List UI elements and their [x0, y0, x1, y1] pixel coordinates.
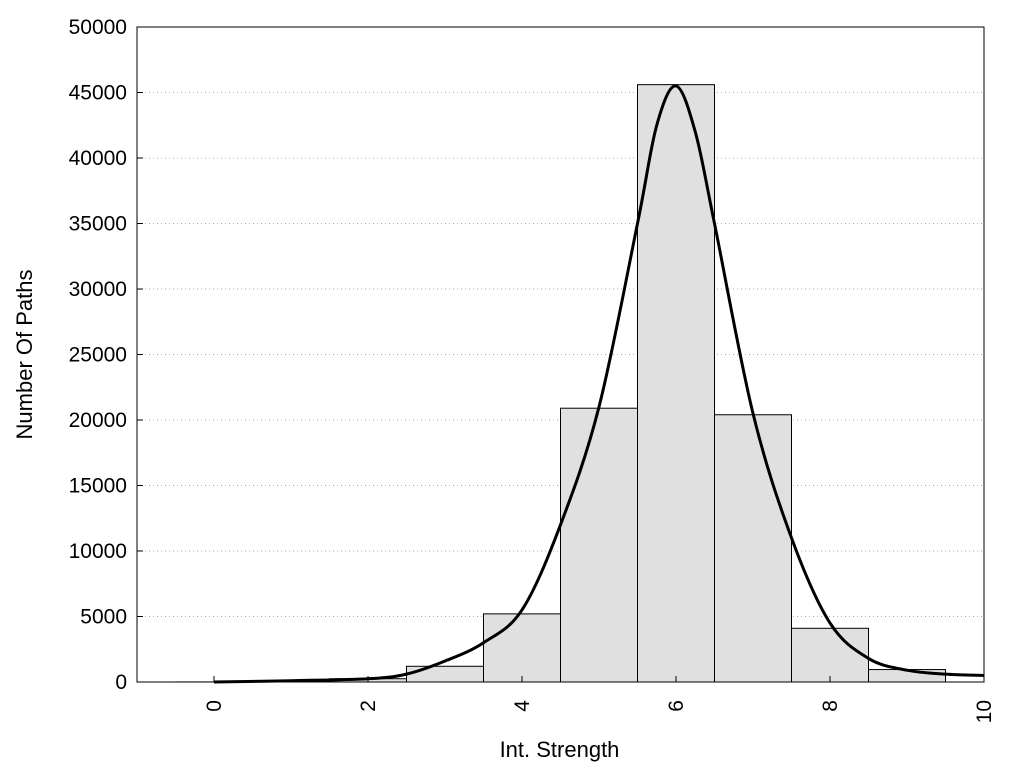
y-tick-label: 35000: [69, 213, 127, 236]
y-tick-label: 40000: [69, 147, 127, 170]
bar: [483, 613, 561, 683]
x-tick-label: 4: [511, 700, 534, 712]
x-tick-label: 8: [819, 700, 842, 712]
x-tick-label: 0: [203, 700, 226, 712]
x-axis-title: Int. Strength: [500, 737, 620, 762]
bar: [714, 414, 792, 683]
y-tick-label: 50000: [69, 16, 127, 39]
bar: [406, 665, 484, 683]
y-tick-label: 45000: [69, 82, 127, 105]
fit-curve: [213, 84, 985, 684]
y-tick-label: 20000: [69, 409, 127, 432]
y-tick-label: 15000: [69, 475, 127, 498]
x-tick-label: 2: [357, 700, 380, 712]
y-tick-label: 5000: [80, 606, 127, 629]
bar: [791, 627, 869, 683]
bar: [560, 407, 638, 683]
y-tick-label: 25000: [69, 344, 127, 367]
y-tick-label: 10000: [69, 540, 127, 563]
bar: [637, 84, 715, 683]
x-tick-label: 6: [665, 700, 688, 712]
y-axis-title: Number Of Paths: [12, 270, 37, 440]
axis-ticks: 0 5000 10000 15000 20000 25000 30000 35000 40000…: [69, 16, 996, 723]
y-tick-label: 30000: [69, 278, 127, 301]
fit-curve-layer: [213, 84, 985, 684]
y-tick-label: 0: [115, 671, 127, 694]
bars: [175, 84, 946, 683]
x-tick-label: 10: [973, 700, 996, 723]
